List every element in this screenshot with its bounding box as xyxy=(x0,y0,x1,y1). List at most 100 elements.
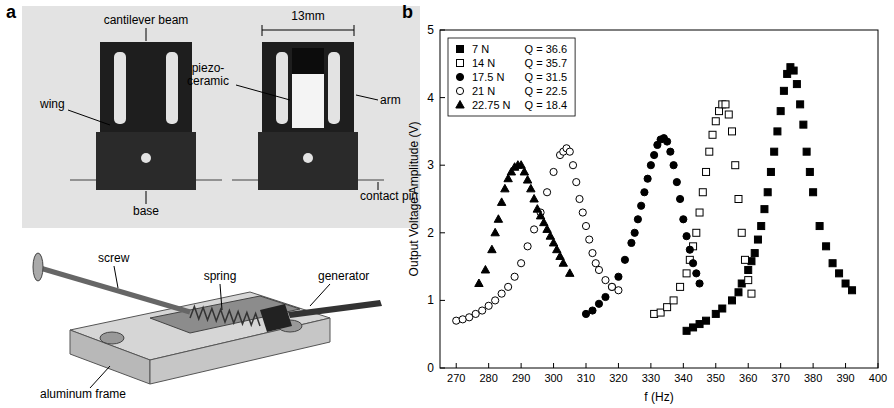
data-point xyxy=(530,226,537,233)
data-point xyxy=(641,189,648,196)
slot xyxy=(166,52,178,124)
legend-marker xyxy=(456,87,463,94)
legend-q: Q = 18.4 xyxy=(525,99,568,111)
x-tick-label: 380 xyxy=(804,372,822,384)
data-point xyxy=(738,280,745,287)
data-point xyxy=(780,87,787,94)
spring xyxy=(190,307,260,327)
x-tick xyxy=(780,363,781,368)
data-point xyxy=(595,266,602,273)
y-tick-label: 5 xyxy=(427,23,434,37)
data-point xyxy=(754,236,761,243)
data-point xyxy=(579,209,586,216)
data-point xyxy=(576,195,583,202)
data-point xyxy=(501,184,509,192)
data-point xyxy=(638,202,645,209)
leader-line xyxy=(68,110,110,125)
data-point xyxy=(676,195,683,202)
data-point xyxy=(518,260,525,267)
data-point xyxy=(615,287,622,294)
base-hole xyxy=(303,153,313,163)
frame-slot xyxy=(150,296,300,333)
data-point xyxy=(696,280,703,287)
data-point xyxy=(774,128,781,135)
legend-label: 7 N xyxy=(472,43,489,55)
beam-device xyxy=(232,42,384,190)
data-point xyxy=(647,162,654,169)
pin xyxy=(196,179,222,181)
data-point xyxy=(810,189,817,196)
x-tick-label: 290 xyxy=(512,372,530,384)
data-point xyxy=(712,310,719,317)
panel-letter: b xyxy=(402,2,413,22)
data-point xyxy=(677,283,684,290)
legend-q: Q = 22.5 xyxy=(525,85,568,97)
data-point xyxy=(520,167,528,175)
x-tick-label: 310 xyxy=(577,372,595,384)
data-point xyxy=(693,229,700,236)
drawing-label: generator xyxy=(318,269,369,283)
x-tick xyxy=(813,363,814,368)
slot xyxy=(328,52,340,124)
data-point xyxy=(589,249,596,256)
data-point xyxy=(761,206,768,213)
legend-marker xyxy=(456,73,463,80)
x-axis-title: f (Hz) xyxy=(644,390,673,404)
data-point xyxy=(657,309,664,316)
data-point xyxy=(527,184,535,192)
data-point xyxy=(793,81,800,88)
generator-block xyxy=(260,304,292,332)
data-point xyxy=(673,179,680,186)
data-point xyxy=(703,317,710,324)
legend-marker xyxy=(456,101,464,109)
data-point xyxy=(797,101,804,108)
data-point xyxy=(497,198,505,206)
x-tick xyxy=(748,363,749,368)
generator-beam xyxy=(288,300,382,318)
data-point xyxy=(745,266,752,273)
figure: acantilever beam13mmwingpiezo-ceramicarm… xyxy=(0,0,894,408)
legend-box xyxy=(448,38,575,116)
legend-marker xyxy=(457,60,464,67)
text-line: ceramic xyxy=(187,74,229,88)
x-tick xyxy=(650,363,651,368)
data-point xyxy=(823,243,830,250)
data-point xyxy=(634,216,641,223)
y-tick xyxy=(440,97,445,98)
data-point xyxy=(800,121,807,128)
legend-q: Q = 36.6 xyxy=(525,43,568,55)
data-point xyxy=(777,108,784,115)
drawing-label: screw xyxy=(98,251,130,265)
data-point xyxy=(481,265,489,273)
data-point xyxy=(784,70,791,77)
data-point xyxy=(664,304,671,311)
data-point xyxy=(670,162,677,169)
panel-b: b270280290300310320330340350360370380390… xyxy=(402,2,887,404)
x-tick xyxy=(456,363,457,368)
legend-marker xyxy=(457,46,464,53)
data-point xyxy=(849,287,856,294)
data-point xyxy=(725,111,732,118)
legend-q: Q = 35.7 xyxy=(525,57,568,69)
x-tick-label: 280 xyxy=(479,372,497,384)
data-point xyxy=(589,307,596,314)
data-point xyxy=(716,108,723,115)
x-tick xyxy=(586,363,587,368)
photo-label: cantilever beam xyxy=(104,13,189,27)
data-point xyxy=(505,283,512,290)
data-point xyxy=(523,176,531,184)
data-point xyxy=(741,256,748,263)
data-point xyxy=(582,222,589,229)
y-tick xyxy=(440,300,445,301)
leader-line xyxy=(378,182,379,190)
data-point xyxy=(602,277,609,284)
data-point xyxy=(479,307,486,314)
photo-label: arm xyxy=(380,93,401,107)
data-point xyxy=(748,258,755,265)
x-tick-label: 390 xyxy=(836,372,854,384)
data-point xyxy=(492,297,499,304)
y-tick-label: 1 xyxy=(427,293,434,307)
dimension-line xyxy=(262,30,354,31)
x-tick xyxy=(521,363,522,368)
data-point xyxy=(602,293,609,300)
